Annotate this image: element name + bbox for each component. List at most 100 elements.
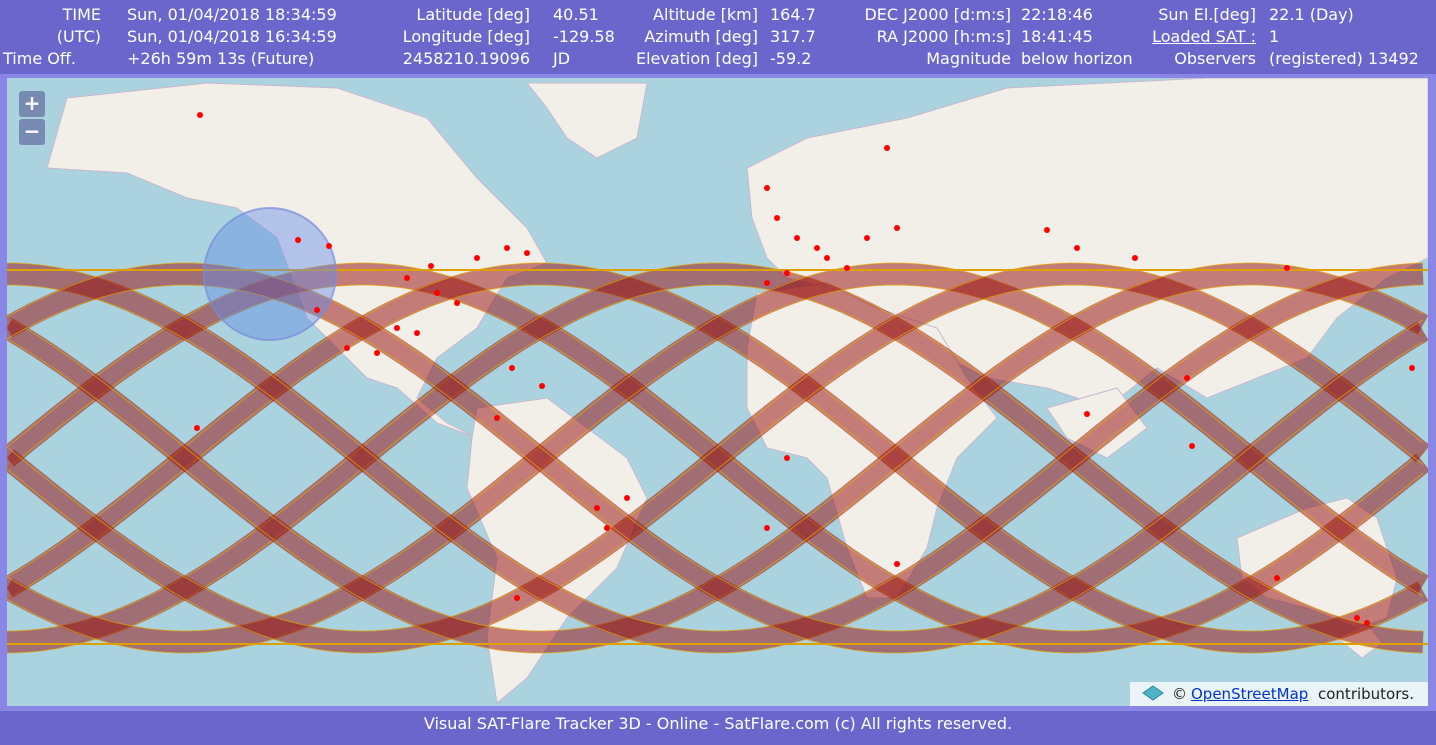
info-value: Sun, 01/04/2018 16:34:59 bbox=[127, 27, 337, 46]
info-value: 317.7 bbox=[770, 27, 816, 46]
observer-marker[interactable] bbox=[764, 525, 770, 531]
track bbox=[7, 262, 1424, 632]
observer-marker[interactable] bbox=[1189, 443, 1195, 449]
track bbox=[7, 262, 1424, 632]
observer-marker[interactable] bbox=[774, 215, 780, 221]
observer-marker[interactable] bbox=[784, 455, 790, 461]
track bbox=[7, 262, 1428, 654]
info-label: TIME bbox=[62, 5, 101, 24]
observer-marker[interactable] bbox=[344, 345, 350, 351]
track bbox=[7, 262, 1428, 654]
info-value: 18:41:45 bbox=[1021, 27, 1093, 46]
observer-marker[interactable] bbox=[624, 495, 630, 501]
info-label: Observers bbox=[1174, 49, 1256, 68]
observer-marker[interactable] bbox=[1409, 365, 1415, 371]
observer-marker[interactable] bbox=[1274, 575, 1280, 581]
observer-marker[interactable] bbox=[1044, 227, 1050, 233]
observer-marker[interactable] bbox=[1184, 375, 1190, 381]
observer-marker[interactable] bbox=[474, 255, 480, 261]
observer-marker[interactable] bbox=[194, 425, 200, 431]
info-value: (registered) 13492 bbox=[1269, 49, 1419, 68]
info-label: DEC J2000 [d:m:s] bbox=[864, 5, 1011, 24]
observer-marker[interactable] bbox=[1364, 620, 1370, 626]
observer-marker[interactable] bbox=[524, 250, 530, 256]
footer: Visual SAT-Flare Tracker 3D - Online - S… bbox=[0, 711, 1436, 745]
info-label: RA J2000 [h:m:s] bbox=[876, 27, 1011, 46]
observer-marker[interactable] bbox=[454, 300, 460, 306]
observer-marker[interactable] bbox=[404, 275, 410, 281]
zoom-in[interactable]: + bbox=[19, 91, 45, 117]
info-label: Elevation [deg] bbox=[635, 49, 758, 68]
track bbox=[7, 284, 1424, 654]
observer-marker[interactable] bbox=[509, 365, 515, 371]
track bbox=[7, 262, 1424, 632]
observer-marker[interactable] bbox=[295, 237, 301, 243]
info-value: below horizon bbox=[1021, 49, 1133, 68]
observer-marker[interactable] bbox=[794, 235, 800, 241]
observer-markers bbox=[194, 112, 1415, 626]
flare-tracks bbox=[7, 262, 1428, 654]
map-canvas[interactable] bbox=[7, 78, 1428, 706]
map: + − © OpenStreetMap contributors. bbox=[0, 74, 1436, 711]
info-value: +26h 59m 13s (Future) bbox=[127, 49, 315, 68]
track bbox=[7, 263, 1424, 654]
observer-marker[interactable] bbox=[814, 245, 820, 251]
observer-marker[interactable] bbox=[844, 265, 850, 271]
osm-link[interactable]: OpenStreetMap bbox=[1191, 685, 1309, 703]
observer-marker[interactable] bbox=[1354, 615, 1360, 621]
info-label: Magnitude bbox=[926, 49, 1011, 68]
info-label: Longitude [deg] bbox=[402, 27, 530, 46]
observer-marker[interactable] bbox=[824, 255, 830, 261]
observer-marker[interactable] bbox=[1074, 245, 1080, 251]
observer-marker[interactable] bbox=[434, 290, 440, 296]
observer-marker[interactable] bbox=[539, 383, 545, 389]
observer-marker[interactable] bbox=[604, 525, 610, 531]
info-label: Sun El.[deg] bbox=[1158, 5, 1256, 24]
info-value: 164.7 bbox=[770, 5, 816, 24]
info-value: 22.1 (Day) bbox=[1269, 5, 1354, 24]
track bbox=[7, 262, 1428, 653]
observer-marker[interactable] bbox=[884, 145, 890, 151]
layers-icon[interactable] bbox=[1142, 684, 1164, 704]
observer-footprint bbox=[203, 207, 337, 341]
observer-marker[interactable] bbox=[394, 325, 400, 331]
observer-marker[interactable] bbox=[514, 595, 520, 601]
observer-marker[interactable] bbox=[764, 280, 770, 286]
observer-marker[interactable] bbox=[504, 245, 510, 251]
copyright: © bbox=[1172, 685, 1187, 703]
track bbox=[7, 262, 1424, 653]
observer-marker[interactable] bbox=[1084, 411, 1090, 417]
observer-marker[interactable] bbox=[314, 307, 320, 313]
observer-marker[interactable] bbox=[864, 235, 870, 241]
observer-marker[interactable] bbox=[428, 263, 434, 269]
observer-marker[interactable] bbox=[494, 415, 500, 421]
attribution: © OpenStreetMap contributors. bbox=[1130, 682, 1428, 706]
track bbox=[7, 284, 1424, 654]
zoom-out[interactable]: − bbox=[19, 119, 45, 145]
observer-marker[interactable] bbox=[764, 185, 770, 191]
info-label: (UTC) bbox=[56, 27, 101, 46]
info-label: Azimuth [deg] bbox=[644, 27, 758, 46]
track bbox=[7, 284, 1424, 654]
info-bar: TIME Sun, 01/04/2018 18:34:59 Latitude [de… bbox=[0, 0, 1436, 74]
observer-marker[interactable] bbox=[1284, 265, 1290, 271]
attribution-text: contributors. bbox=[1318, 685, 1414, 703]
info-value: 1 bbox=[1269, 27, 1280, 46]
track bbox=[7, 284, 1424, 654]
info-value: -129.58 bbox=[553, 27, 615, 46]
info-value: 40.51 bbox=[553, 5, 599, 24]
observer-marker[interactable] bbox=[784, 270, 790, 276]
observer-marker[interactable] bbox=[414, 330, 420, 336]
observer-marker[interactable] bbox=[374, 350, 380, 356]
observer-marker[interactable] bbox=[894, 561, 900, 567]
info-value: -59.2 bbox=[770, 49, 812, 68]
loaded-sat-link[interactable]: Loaded SAT : bbox=[1152, 27, 1256, 46]
info-label: Latitude [deg] bbox=[416, 5, 530, 24]
observer-marker[interactable] bbox=[894, 225, 900, 231]
info-label: Altitude [km] bbox=[653, 5, 758, 24]
observer-marker[interactable] bbox=[197, 112, 203, 118]
observer-marker[interactable] bbox=[1132, 255, 1138, 261]
observer-marker[interactable] bbox=[326, 243, 332, 249]
observer-marker[interactable] bbox=[594, 505, 600, 511]
